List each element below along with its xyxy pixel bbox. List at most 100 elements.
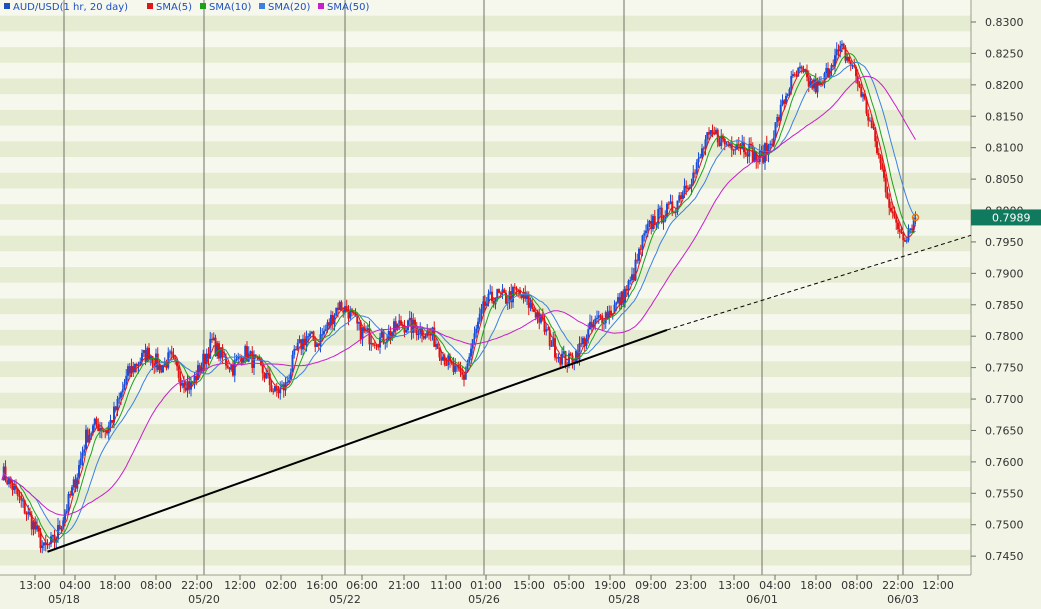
- x-tick-label: 13:00: [19, 579, 51, 592]
- x-tick-label: 21:00: [388, 579, 420, 592]
- candle-body: [229, 368, 231, 370]
- candle-body: [143, 350, 145, 353]
- candle-body: [561, 354, 563, 365]
- candle-body: [640, 249, 642, 250]
- candle-body: [843, 44, 845, 48]
- candle-body: [178, 366, 180, 378]
- candle-body: [622, 291, 624, 303]
- candle-body: [895, 216, 897, 222]
- candle-body: [752, 145, 754, 162]
- x-tick-label: 12:00: [224, 579, 256, 592]
- candle-body: [825, 68, 827, 73]
- candle-body: [904, 240, 906, 242]
- legend-swatch: [4, 3, 10, 9]
- candle-body: [647, 224, 649, 231]
- y-tick-label: 0.8200: [985, 79, 1024, 92]
- candle-body: [19, 496, 21, 497]
- x-tick-label: 13:00: [718, 579, 750, 592]
- y-tick-label: 0.7900: [985, 267, 1024, 280]
- candle-body: [769, 144, 771, 145]
- candle-body: [446, 365, 448, 366]
- background-band: [0, 189, 971, 205]
- candle-body: [337, 308, 339, 310]
- candle-body: [325, 329, 327, 331]
- candle-body: [159, 365, 161, 370]
- candle-body: [398, 320, 400, 323]
- candle-body: [425, 336, 427, 338]
- candle-body: [442, 357, 444, 361]
- candle-body: [703, 148, 705, 149]
- candle-body: [393, 321, 395, 332]
- legend-swatch: [147, 3, 153, 9]
- candle-body: [6, 480, 8, 484]
- candle-body: [94, 419, 96, 426]
- candle-body: [894, 213, 896, 216]
- candle-body: [629, 280, 631, 281]
- candle-body: [670, 201, 672, 204]
- candle-body: [204, 354, 206, 364]
- candle-body: [656, 224, 658, 225]
- candle-body: [678, 195, 680, 200]
- candle-body: [87, 430, 89, 443]
- candle-body: [790, 76, 792, 89]
- candle-body: [906, 240, 908, 241]
- candle-body: [250, 351, 252, 353]
- candle-body: [202, 354, 204, 367]
- candle-body: [439, 349, 441, 358]
- candle-body: [680, 195, 682, 199]
- candle-body: [789, 89, 791, 93]
- candle-body: [117, 399, 119, 410]
- y-tick-label: 0.7600: [985, 456, 1024, 469]
- candle-body: [265, 373, 267, 378]
- candle-body: [794, 74, 796, 75]
- candle-body: [817, 81, 819, 92]
- candle-body: [624, 289, 626, 303]
- candle-body: [97, 424, 99, 431]
- candle-body: [367, 328, 369, 330]
- background-band: [0, 534, 971, 550]
- candle-body: [645, 231, 647, 234]
- candle-body: [799, 67, 801, 68]
- candle-body: [696, 162, 698, 173]
- x-tick-label: 11:00: [430, 579, 462, 592]
- candle-body: [440, 357, 442, 360]
- candle-body: [783, 100, 785, 103]
- last-price-label: 0.7989: [992, 211, 1031, 224]
- candle-body: [558, 357, 560, 359]
- candle-body: [27, 512, 29, 515]
- y-tick-label: 0.7550: [985, 487, 1024, 500]
- candle-body: [908, 230, 910, 241]
- candle-body: [118, 398, 120, 399]
- background-band: [0, 471, 971, 487]
- x-tick-label: 05:00: [553, 579, 585, 592]
- candle-body: [68, 494, 70, 511]
- candle-body: [881, 163, 883, 169]
- legend-swatch: [200, 3, 206, 9]
- candle-body: [638, 249, 640, 261]
- candle-body: [750, 144, 752, 146]
- candle-body: [859, 84, 861, 87]
- candle-body: [839, 46, 841, 52]
- candle-body: [122, 389, 124, 392]
- candle-body: [892, 211, 894, 213]
- candle-body: [556, 358, 558, 359]
- candle-body: [649, 221, 651, 224]
- candle-body: [570, 353, 572, 355]
- candle-body: [479, 314, 481, 322]
- candle-body: [706, 132, 708, 139]
- candle-body: [776, 117, 778, 122]
- candle-body: [272, 391, 274, 392]
- candle-body: [836, 49, 838, 55]
- candle-body: [323, 331, 325, 334]
- x-tick-label: 08:00: [841, 579, 873, 592]
- candle-body: [878, 153, 880, 155]
- candle-body: [12, 484, 14, 490]
- candle-body: [148, 348, 150, 359]
- x-tick-label: 22:00: [882, 579, 914, 592]
- x-tick-label: 01:00: [470, 579, 502, 592]
- candle-body: [787, 94, 789, 96]
- candle-body: [52, 535, 54, 537]
